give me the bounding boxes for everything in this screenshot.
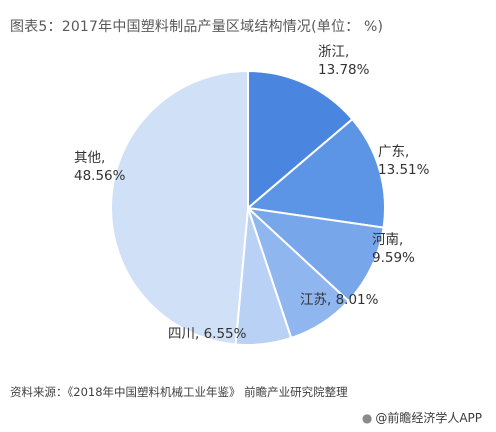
slice-label-name: 四川, 6.55% [168, 326, 247, 342]
slice-label-4: 江苏, 8.01% [300, 292, 379, 308]
slice-label-2: 广东, 13.51% [378, 144, 430, 178]
slice-label-value: 9.59% [372, 250, 415, 266]
pie-slice-1 [247, 69, 354, 211]
slice-label-name: 河南, [372, 232, 403, 248]
watermark-text: @前瞻经济学人APP [375, 411, 482, 425]
slice-label-6: 其他, 48.56% [74, 150, 126, 184]
pie-chart: 浙江, 13.78% 广东, 13.51% 河南, 9.59% 江苏, 8.01% 四川, 6… [74, 44, 430, 346]
slice-label-value: 48.56% [74, 168, 126, 184]
footer-bar [0, 404, 496, 432]
pie-slice-2 [245, 117, 386, 229]
app-watermark: ● @前瞻经济学人APP [362, 409, 482, 426]
slice-label-name: 江苏, 8.01% [300, 292, 379, 308]
pie-slice-6 [110, 69, 249, 346]
slice-label-name: 广东, [378, 144, 409, 160]
slice-label-3: 河南, 9.59% [372, 232, 415, 266]
pie-slice-3 [244, 206, 385, 303]
slice-label-1: 浙江, 13.78% [318, 44, 370, 78]
slice-label-5: 四川, 6.55% [168, 326, 247, 342]
slice-label-value: 13.78% [318, 62, 370, 78]
chart-title: 图表5：2017年中国塑料制品产量区域结构情况(单位： %) [10, 19, 384, 35]
source-note: 资料来源：《2018年中国塑料机械工业年鉴》 前瞻产业研究院整理 [10, 385, 348, 399]
slice-label-value: 13.51% [378, 162, 430, 178]
slice-label-name: 浙江, [318, 44, 349, 60]
watermark-icon: ● [361, 411, 373, 425]
slice-label-name: 其他, [74, 150, 105, 166]
